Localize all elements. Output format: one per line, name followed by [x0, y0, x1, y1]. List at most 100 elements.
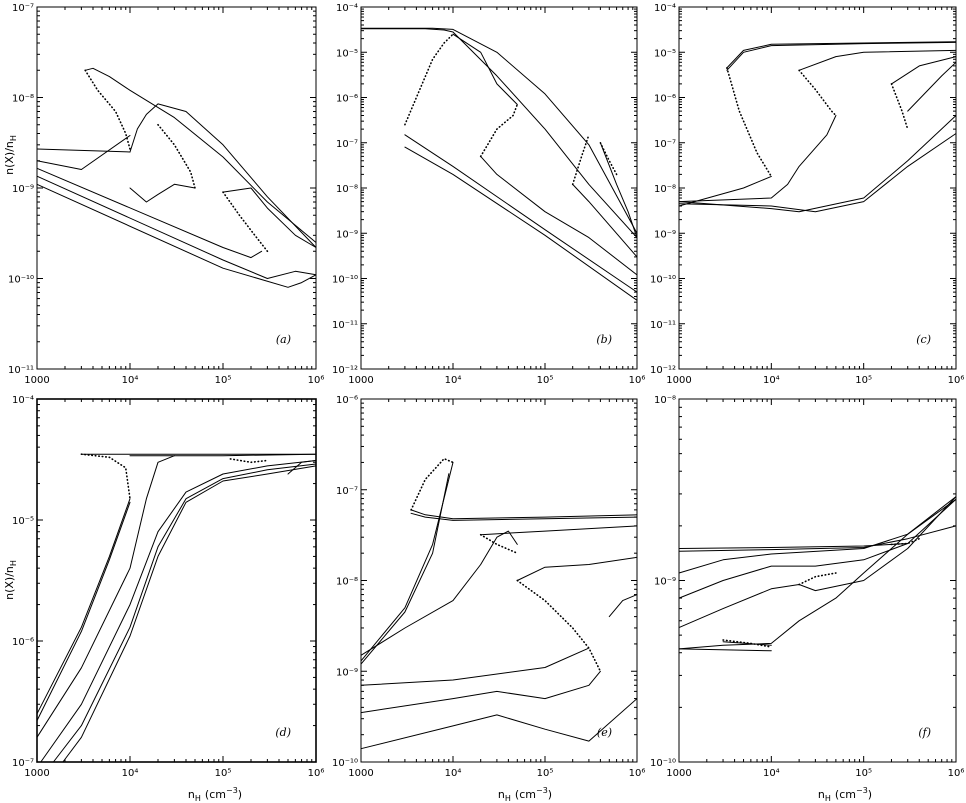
solid-curve — [452, 33, 518, 105]
x-tick-label: 10⁶ — [308, 768, 325, 779]
solid-curve — [36, 175, 317, 279]
plot-frame — [360, 398, 638, 763]
solid-curve — [36, 148, 131, 153]
x-axis-label-unit: (cm — [515, 788, 536, 801]
panel-label: (f) — [918, 726, 931, 739]
x-tick-label: 10⁴ — [445, 768, 462, 779]
y-axis-label-sub: H — [9, 135, 18, 141]
y-tick-label: 10⁻⁸ — [336, 184, 358, 195]
y-tick-label: 10⁻¹⁰ — [650, 758, 676, 769]
dotted-curve — [798, 572, 837, 586]
dotted-curve — [722, 639, 773, 648]
x-axis-label-sub: H — [195, 794, 201, 803]
y-tick-label: 10⁻⁴ — [336, 3, 358, 14]
x-axis-label-middle: nH (cm−3) — [498, 786, 552, 803]
dotted-curve — [571, 134, 590, 186]
solid-curve — [726, 41, 957, 69]
x-tick-label: 1000 — [666, 375, 691, 386]
x-tick-label: 1000 — [666, 768, 691, 779]
plot-frame — [678, 398, 957, 763]
solid-curve — [84, 67, 317, 243]
solid-curve — [678, 525, 957, 552]
panel-b: 1000 10⁴ 10⁵ 10⁶ 10⁻¹² 10⁻¹¹ 10⁻¹⁰ 10⁻⁹ 10⁻⁸ 10⁻⁷… — [332, 3, 645, 386]
x-axis-label-right: nH (cm−3) — [818, 786, 872, 803]
solid-curve — [726, 41, 957, 71]
solid-curve — [572, 183, 638, 258]
x-tick-label: 10⁴ — [122, 375, 139, 386]
x-axis-label-left: nH (cm−3) — [188, 786, 242, 803]
dotted-curve — [479, 533, 519, 555]
solid-curve — [360, 698, 638, 750]
x-axis-label-close: ) — [548, 788, 552, 801]
solid-curve — [516, 556, 638, 581]
solid-curve — [480, 525, 638, 536]
solid-curve — [678, 648, 772, 652]
x-axis-label-close: ) — [238, 788, 242, 801]
x-tick-label: 10⁶ — [948, 768, 965, 779]
solid-curve — [410, 509, 638, 520]
panel-c: 1000 10⁴ 10⁵ 10⁶ 10⁻¹² 10⁻¹¹ 10⁻¹⁰ 10⁻⁹ 10⁻⁸ 10⁻⁷… — [650, 3, 964, 386]
panel-label: (a) — [276, 333, 291, 346]
x-tick-label: 10⁵ — [537, 375, 554, 386]
y-tick-label: 10⁻¹⁰ — [650, 275, 676, 286]
panel-a: 1000 10⁴ 10⁵ 10⁶ 10⁻¹¹ 10⁻¹⁰ 10⁻⁹ 10⁻⁸ 10⁻⁷ (a) — [8, 3, 324, 386]
dotted-curve — [890, 83, 909, 130]
y-tick-label: 10⁻¹⁰ — [332, 275, 358, 286]
solid-curve — [129, 103, 317, 248]
x-tick-label: 10⁴ — [122, 768, 139, 779]
y-tick-label: 10⁻⁷ — [336, 486, 358, 497]
solid-curve — [678, 115, 837, 203]
solid-curve — [36, 501, 131, 722]
solid-curve — [360, 530, 518, 656]
solid-curve — [36, 167, 263, 259]
dotted-curve — [890, 537, 921, 546]
solid-curve — [678, 175, 772, 207]
y-tick-label: 10⁻¹² — [332, 365, 358, 376]
y-tick-label: 10⁻⁸ — [336, 577, 358, 588]
solid-curve — [287, 460, 317, 475]
y-axis-label-bottom: n(X)/nH — [3, 560, 18, 600]
solid-curve — [798, 49, 957, 71]
y-tick-label: 10⁻¹⁰ — [332, 758, 358, 769]
solid-curve — [36, 498, 131, 715]
solid-curve — [222, 187, 317, 248]
panel-label: (d) — [275, 726, 291, 739]
dotted-curve — [404, 33, 454, 126]
solid-curve — [360, 28, 638, 239]
y-tick-label: 10⁻⁵ — [654, 48, 676, 59]
solid-curve — [36, 135, 131, 170]
x-axis-label-sub: H — [505, 794, 511, 803]
x-axis-label-text: n — [818, 788, 825, 801]
x-tick-label: 1000 — [24, 375, 49, 386]
solid-curve — [360, 461, 454, 662]
solid-curve — [360, 670, 601, 714]
solid-curve — [129, 453, 317, 457]
solid-curve — [360, 647, 590, 686]
solid-curve — [678, 115, 957, 213]
solid-curve — [608, 594, 638, 618]
panel-f: 1000 10⁴ 10⁵ 10⁶ 10⁻¹⁰ 10⁻⁹ 10⁻⁸ (f) — [650, 395, 964, 779]
y-tick-label: 10⁻¹¹ — [332, 320, 358, 331]
y-tick-label: 10⁻⁵ — [336, 48, 358, 59]
x-tick-label: 10⁴ — [763, 375, 780, 386]
dotted-curve — [229, 458, 269, 464]
y-tick-label: 10⁻⁶ — [654, 94, 676, 105]
dotted-curve — [80, 453, 131, 500]
y-tick-label: 10⁻¹⁰ — [8, 275, 34, 286]
dotted-curve — [157, 123, 196, 189]
panels: 1000 10⁴ 10⁵ 10⁶10⁻¹¹10⁻¹⁰10⁻⁹10⁻⁸10⁻⁷(a)10… — [8, 3, 964, 779]
panel-label: (b) — [596, 333, 612, 346]
dotted-curve — [599, 142, 618, 176]
solid-curve — [480, 155, 638, 276]
y-tick-label: 10⁻⁸ — [12, 94, 34, 105]
x-axis-label-unit: (cm — [205, 788, 226, 801]
panel-e: 1000 10⁴ 10⁵ 10⁶ 10⁻¹⁰ 10⁻⁹ 10⁻⁸ 10⁻⁷ 10⁻⁶ (e) — [332, 395, 645, 779]
x-axis-label-unit-exp: −3 — [856, 786, 868, 795]
solid-curve — [678, 543, 909, 549]
x-axis-label-unit: (cm — [835, 788, 856, 801]
x-tick-label: 10⁴ — [445, 375, 462, 386]
solid-curve — [678, 498, 957, 599]
y-tick-label: 10⁻¹² — [650, 365, 676, 376]
dotted-curve — [726, 67, 773, 178]
solid-curve — [678, 498, 957, 574]
